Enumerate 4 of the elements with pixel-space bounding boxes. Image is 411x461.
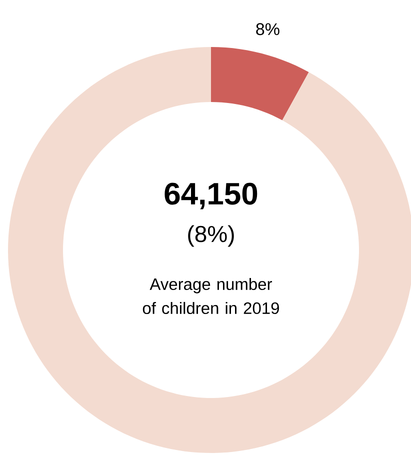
data-label: 8%	[256, 23, 280, 36]
text: 64,150	[164, 182, 258, 210]
text: Average number of children in 2019	[142, 278, 279, 314]
text: (8%)	[188, 225, 234, 247]
